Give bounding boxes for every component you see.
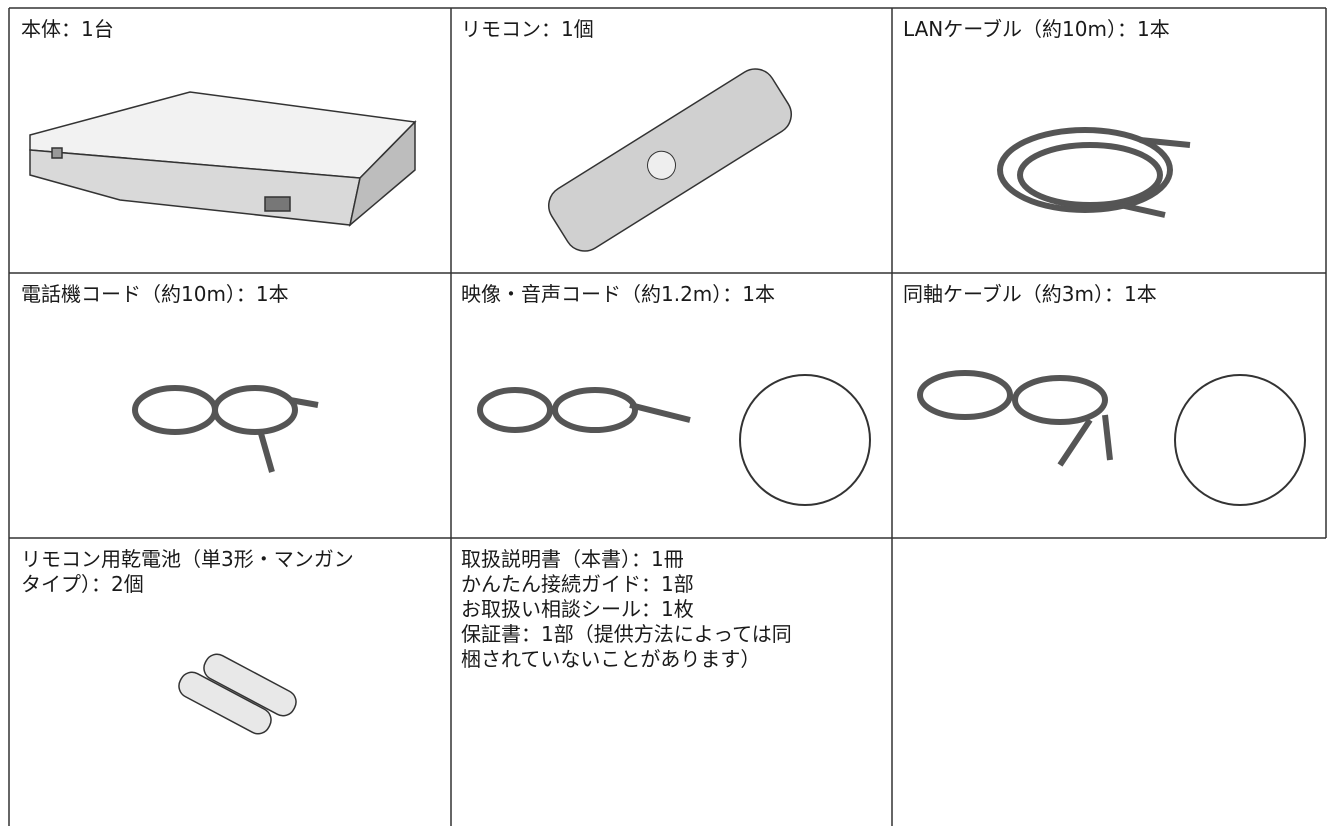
text-line: リモコン：1個 [461,17,594,41]
text-line: かんたん接続ガイド：1部 [461,572,694,596]
cell-text: 本体：1台 [21,17,114,42]
text-line: 同軸ケーブル（約3m）：1本 [903,282,1157,306]
text-line: 梱されていないことがあります） [461,647,761,671]
cell-text: 映像・音声コード（約1.2m）：1本 [461,282,775,307]
text-line: お取扱い相談シール：1枚 [461,597,694,621]
text-line: 映像・音声コード（約1.2m）：1本 [461,282,776,306]
cell-text: 電話機コード（約10m）：1本 [21,282,289,307]
phone-cord-illustration [132,385,319,473]
battery-illustration [178,653,297,735]
text-line: タイプ）：2個 [21,572,144,596]
cell-text: 同軸ケーブル（約3m）：1本 [903,282,1157,307]
coax-illustration [917,370,1113,467]
remote-illustration [548,68,792,252]
cell-text: 取扱説明書（本書）：1冊 かんたん接続ガイド：1部 お取扱い相談シール：1枚 保証書：… [461,547,792,672]
lan-cable-illustration [997,127,1191,218]
text-line: リモコン用乾電池（単3形・マンガン [21,547,354,571]
text-line: 電話機コード（約10m）：1本 [21,282,289,306]
text-line: 取扱説明書（本書）：1冊 [461,547,684,571]
av-detail [739,374,871,506]
av-cord-illustration [477,387,691,433]
text-line: 保証書：1部（提供方法によっては同 [461,622,792,646]
text-line: 本体：1台 [21,17,114,41]
text-line: LANケーブル（約10m）：1本 [903,17,1170,41]
cell-text: LANケーブル（約10m）：1本 [903,17,1170,42]
cell-text: リモコン：1個 [461,17,594,42]
device-illustration [29,91,417,227]
coax-detail [1174,374,1306,506]
cell-text: リモコン用乾電池（単3形・マンガン タイプ）：2個 [21,547,354,597]
grid [8,7,1327,826]
